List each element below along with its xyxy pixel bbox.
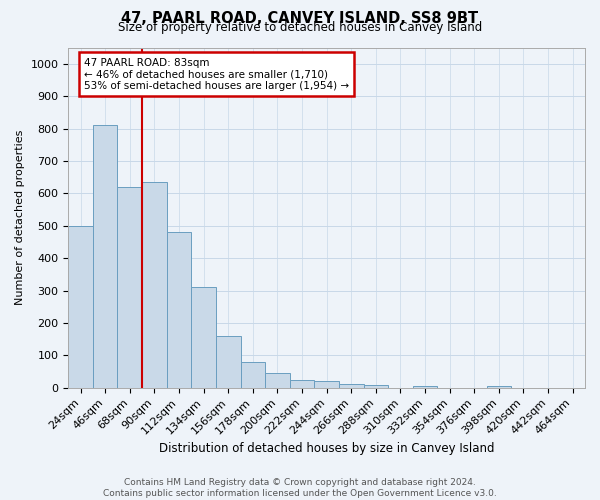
Bar	[413, 386, 437, 388]
Text: Size of property relative to detached houses in Canvey Island: Size of property relative to detached ho…	[118, 21, 482, 34]
Bar	[216, 336, 241, 388]
Bar	[290, 380, 314, 388]
Bar	[118, 187, 142, 388]
Text: Contains HM Land Registry data © Crown copyright and database right 2024.
Contai: Contains HM Land Registry data © Crown c…	[103, 478, 497, 498]
Text: 47, PAARL ROAD, CANVEY ISLAND, SS8 9BT: 47, PAARL ROAD, CANVEY ISLAND, SS8 9BT	[121, 11, 479, 26]
Text: 47 PAARL ROAD: 83sqm
← 46% of detached houses are smaller (1,710)
53% of semi-de: 47 PAARL ROAD: 83sqm ← 46% of detached h…	[84, 58, 349, 91]
Y-axis label: Number of detached properties: Number of detached properties	[15, 130, 25, 306]
Bar	[265, 373, 290, 388]
X-axis label: Distribution of detached houses by size in Canvey Island: Distribution of detached houses by size …	[159, 442, 494, 455]
Bar	[68, 226, 93, 388]
Bar	[142, 182, 167, 388]
Bar	[314, 382, 339, 388]
Bar	[364, 385, 388, 388]
Bar	[167, 232, 191, 388]
Bar	[191, 288, 216, 388]
Bar	[93, 126, 118, 388]
Bar	[487, 386, 511, 388]
Bar	[339, 384, 364, 388]
Bar	[241, 362, 265, 388]
